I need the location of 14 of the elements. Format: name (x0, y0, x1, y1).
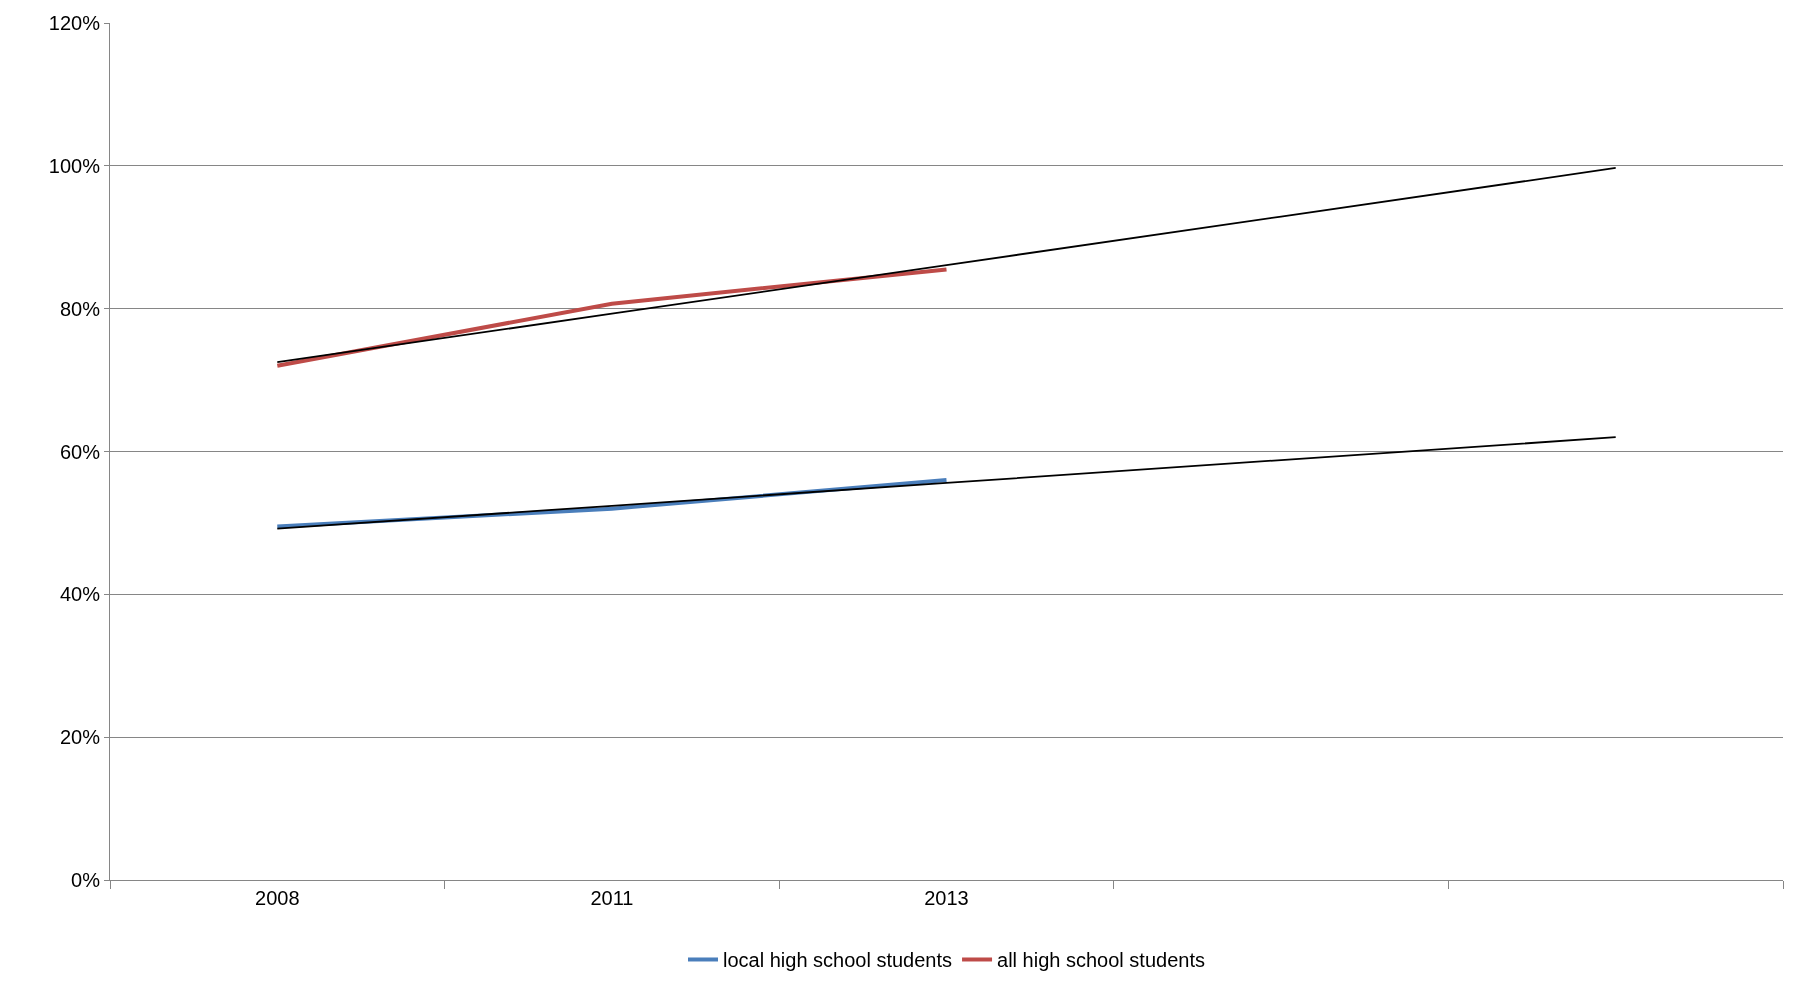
x-tick-label: 2013 (924, 887, 969, 909)
y-tick-label: 80% (59, 297, 101, 320)
line-series (276, 167, 1617, 364)
y-tick-label: 100% (48, 154, 101, 177)
x-tick-label: 2008 (255, 887, 300, 909)
y-tick-label: 60% (59, 440, 101, 463)
y-tick-label: 120% (48, 12, 101, 34)
x-tick-label: 2011 (590, 887, 634, 909)
line-series (276, 436, 1617, 530)
y-tick-label: 20% (59, 726, 101, 749)
legend-label: local high school students (723, 949, 953, 972)
y-tick-label: 0% (71, 869, 101, 891)
legend-label: all high school students (997, 949, 1205, 972)
y-tick-label: 40% (59, 583, 101, 606)
